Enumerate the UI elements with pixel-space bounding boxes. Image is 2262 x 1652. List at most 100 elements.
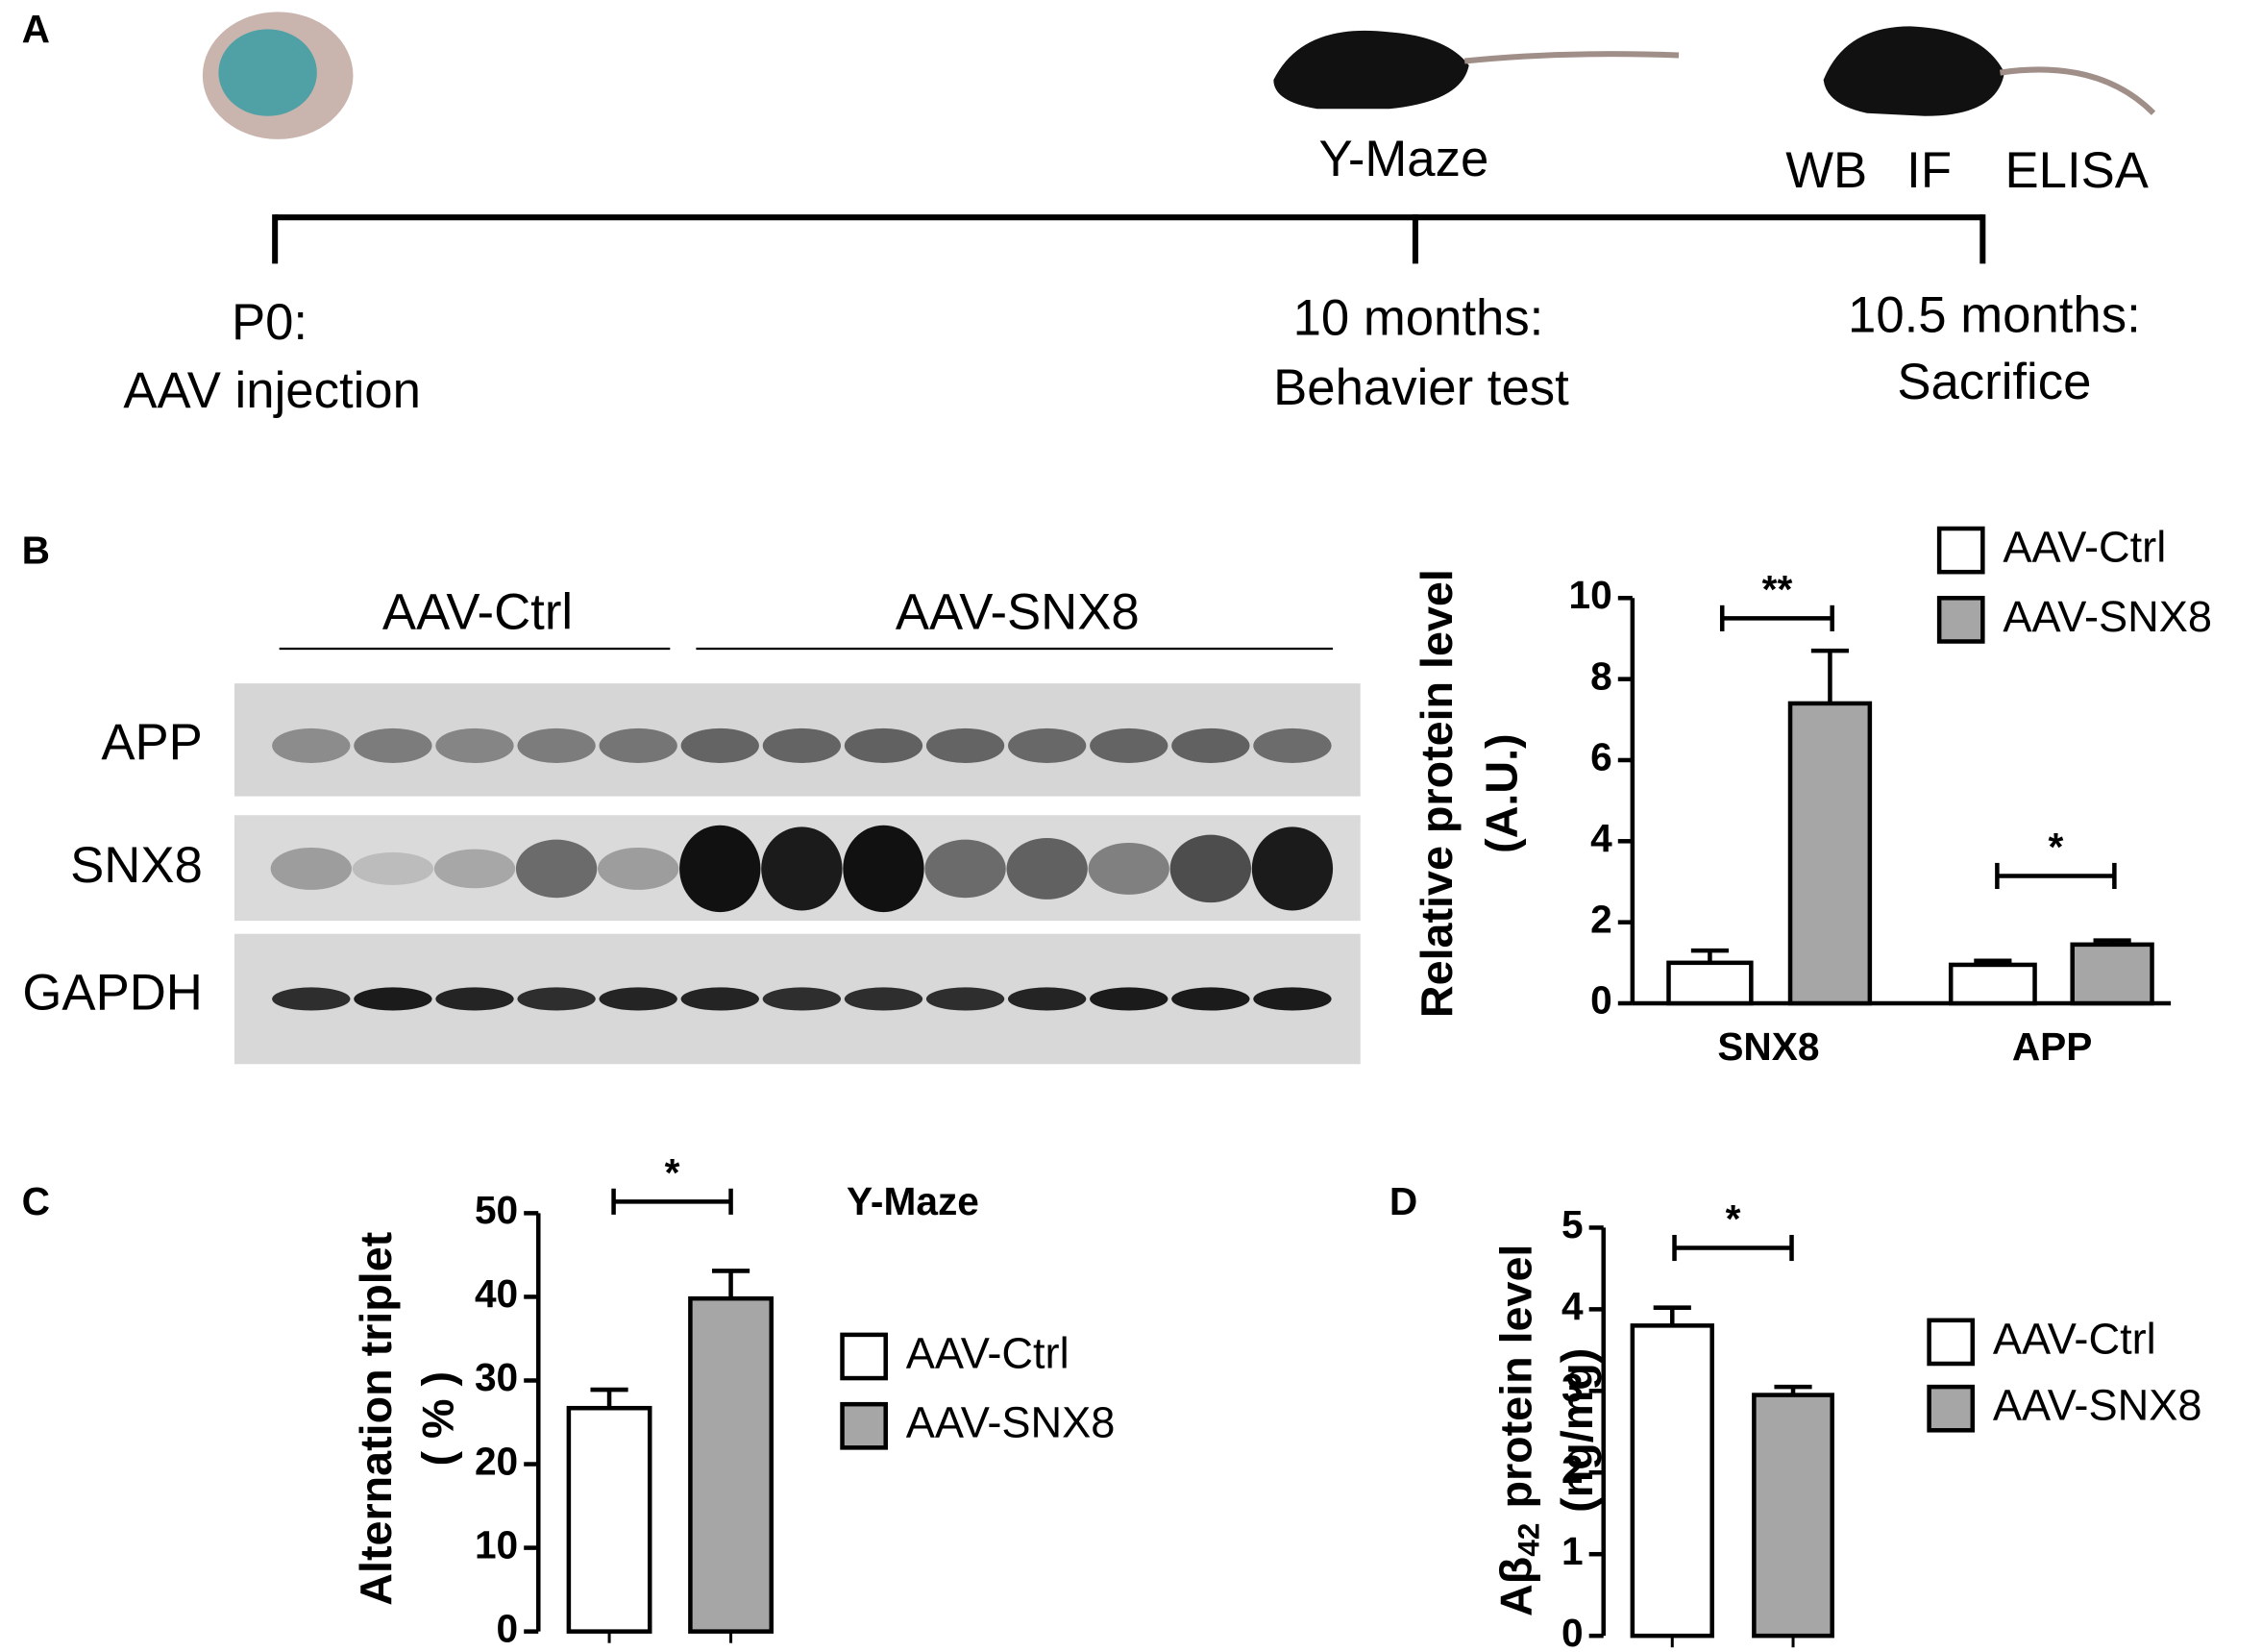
brain-stain xyxy=(218,29,317,116)
y-tick-label: 50 xyxy=(475,1188,518,1232)
panel-label: B xyxy=(22,528,50,572)
blot-band xyxy=(844,987,923,1011)
blot-band xyxy=(1171,727,1250,763)
y-tick-label: 0 xyxy=(497,1606,519,1650)
y-tick-label: 40 xyxy=(475,1271,518,1316)
blot-band xyxy=(1251,826,1334,911)
y-axis-label-subscript: 42 xyxy=(1512,1523,1546,1557)
blot-band xyxy=(680,987,759,1011)
assay-label: IF xyxy=(1906,142,1952,199)
panel-label: A xyxy=(22,7,50,51)
row-label: GAPDH xyxy=(22,964,202,1021)
legend-label: AAV-SNX8 xyxy=(906,1398,1116,1447)
blot-band xyxy=(272,987,351,1011)
y-tick-label: 4 xyxy=(1561,1284,1584,1328)
assay-label: ELISA xyxy=(2005,142,2150,199)
blot-band xyxy=(1090,727,1168,763)
bar xyxy=(566,1405,652,1634)
blot-band xyxy=(762,987,842,1011)
legend-label: AAV-SNX8 xyxy=(1993,1381,2202,1430)
blot-band xyxy=(599,987,677,1011)
blot-band xyxy=(843,825,924,913)
assay-label: WB xyxy=(1785,142,1867,199)
blot-band xyxy=(925,987,1005,1011)
timeline-label: Behavier test xyxy=(1273,359,1569,416)
blot-band xyxy=(1090,987,1168,1011)
blot-band xyxy=(1253,727,1332,763)
y-axis-label-part: protein level xyxy=(1491,1245,1541,1509)
blot-band xyxy=(354,987,432,1011)
blot-band xyxy=(1169,834,1252,903)
y-tick-label: 10 xyxy=(475,1522,518,1566)
blot-band xyxy=(352,851,434,885)
blot-band xyxy=(435,987,514,1011)
y-axis-label: Relative protein level xyxy=(1412,569,1462,1018)
bar xyxy=(1630,1323,1714,1639)
blot-band xyxy=(1171,987,1250,1011)
legend-swatch xyxy=(1936,596,1985,644)
blot-band xyxy=(925,727,1005,763)
legend-label: AAV-Ctrl xyxy=(2003,523,2166,572)
y-tick-label: 30 xyxy=(475,1355,518,1399)
blot-band xyxy=(1006,838,1088,900)
blot-band xyxy=(354,727,432,763)
y-axis-label-part: Aβ xyxy=(1491,1557,1541,1616)
legend-swatch xyxy=(840,1332,888,1381)
y-axis-label: Alternation triplet xyxy=(351,1232,401,1606)
blot-band xyxy=(272,727,351,763)
significance-label: ** xyxy=(1762,567,1793,611)
row-label: APP xyxy=(101,714,202,771)
bar xyxy=(2070,942,2154,1006)
y-tick-label: 6 xyxy=(1590,735,1612,779)
blot-band xyxy=(762,727,842,763)
legend-label: AAV-Ctrl xyxy=(1993,1314,2156,1363)
timeline: P0: AAV injection Y-Maze 10 months: Beha… xyxy=(123,12,2156,419)
bar xyxy=(1948,962,2037,1006)
row-label: SNX8 xyxy=(70,837,203,894)
blot-band xyxy=(761,826,843,911)
blot-band xyxy=(1007,987,1087,1011)
y-tick-label: 2 xyxy=(1561,1447,1584,1492)
legend-label: AAV-Ctrl xyxy=(906,1328,1070,1377)
blot-band xyxy=(1088,842,1169,895)
western-blot: AAV-Ctrl AAV-SNX8 APP SNX8 GAPDH xyxy=(22,583,1361,1065)
legend-swatch xyxy=(1936,526,1985,575)
legend-swatch xyxy=(840,1401,888,1450)
timeline-label: Sacrifice xyxy=(1897,354,2091,410)
y-axis-label: Aβ42 protein level xyxy=(1491,1245,1546,1616)
significance-label: * xyxy=(1726,1196,1741,1241)
y-axis-label: ( % ) xyxy=(413,1371,463,1467)
legend-swatch xyxy=(1927,1384,1976,1433)
bar-chart: 0 1 2 3 4 5 * AAV-Ctrl AAV-SNX8 Aβ42 protein level… xyxy=(1491,1196,2202,1652)
blot-band xyxy=(515,839,598,899)
bar xyxy=(1752,1393,1834,1639)
legend-label: AAV-SNX8 xyxy=(2003,592,2212,641)
group-label: AAV-Ctrl xyxy=(382,583,573,640)
bar-chart: 0 10 20 30 40 50 * AAV-Ctrl AAV-SNX8 Y-Maze Altern… xyxy=(351,1150,1115,1650)
x-tick-label: SNX8 xyxy=(1717,1024,1819,1069)
assay-label: Y-Maze xyxy=(1319,131,1489,187)
legend-swatch xyxy=(1927,1318,1976,1367)
blot-band xyxy=(599,727,677,763)
bar xyxy=(688,1295,774,1634)
mouse-image xyxy=(1823,26,2004,116)
blot-band xyxy=(517,987,596,1011)
blot-band xyxy=(844,727,923,763)
x-tick-label: APP xyxy=(2012,1024,2093,1069)
y-tick-label: 0 xyxy=(1590,978,1612,1023)
y-tick-label: 3 xyxy=(1561,1366,1584,1410)
blot-band xyxy=(435,727,514,763)
significance-label: * xyxy=(665,1150,680,1195)
y-axis-label: (A.U.) xyxy=(1477,733,1527,852)
group-label: AAV-SNX8 xyxy=(896,583,1140,640)
blot-band xyxy=(433,849,516,889)
y-tick-label: 4 xyxy=(1590,816,1612,860)
mouse-tail xyxy=(1999,66,2156,115)
panel-label: C xyxy=(22,1179,50,1223)
y-tick-label: 8 xyxy=(1590,653,1612,698)
blot-band xyxy=(270,847,352,890)
blot-band xyxy=(517,727,596,763)
blot-band xyxy=(679,825,761,913)
